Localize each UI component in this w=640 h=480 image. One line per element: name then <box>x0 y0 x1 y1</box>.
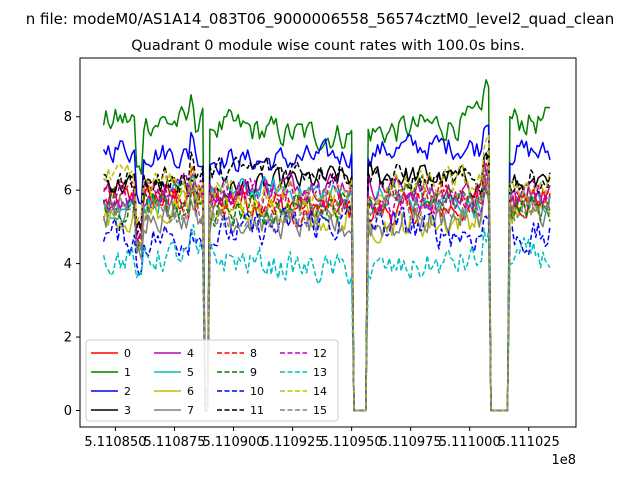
legend-label-0: 0 <box>124 347 131 360</box>
y-axis: 0 2 4 6 8 <box>64 110 80 419</box>
legend-label-1: 1 <box>124 366 131 379</box>
series-line-2 <box>102 124 551 412</box>
chart-suptitle: n file: modeM0/AS1A14_083T06_9000006558_… <box>26 10 615 29</box>
x-offset-label: 1e8 <box>551 453 576 468</box>
legend-box <box>85 339 339 422</box>
legend-label-15: 15 <box>313 404 327 417</box>
y-tick-label: 6 <box>64 184 72 199</box>
x-tick-label: 5.110850 <box>84 435 146 450</box>
plot-frame <box>79 57 577 428</box>
x-tick-label: 5.110900 <box>203 435 265 450</box>
y-tick-label: 4 <box>64 257 72 272</box>
x-tick-label: 5.110975 <box>380 435 442 450</box>
y-tick-label: 8 <box>64 110 72 125</box>
y-tick-label: 2 <box>64 331 72 346</box>
legend-label-2: 2 <box>124 385 131 398</box>
series-line-13 <box>102 223 551 412</box>
series-line-12 <box>102 172 551 412</box>
x-tick-label: 5.111000 <box>439 435 501 450</box>
x-tick-label: 5.111025 <box>498 435 560 450</box>
legend-label-5: 5 <box>187 366 194 379</box>
legend-label-4: 4 <box>187 347 194 360</box>
series-line-14 <box>103 134 551 412</box>
legend-label-12: 12 <box>313 347 327 360</box>
y-tick-label: 0 <box>64 404 72 419</box>
series-line-10 <box>102 206 551 412</box>
legend-label-14: 14 <box>313 385 327 398</box>
series-line-4 <box>102 159 551 412</box>
x-tick-label: 5.110925 <box>262 435 324 450</box>
x-tick-label: 5.110875 <box>143 435 205 450</box>
series-line-15 <box>102 166 551 412</box>
x-axis: 5.1108505.1108755.1109005.1109255.110950… <box>84 427 560 450</box>
chart-title: Quadrant 0 module wise count rates with … <box>131 38 525 54</box>
legend-label-9: 9 <box>250 366 257 379</box>
legend-label-3: 3 <box>124 404 131 417</box>
legend-label-6: 6 <box>187 385 194 398</box>
legend-label-10: 10 <box>250 385 264 398</box>
x-tick-label: 5.110950 <box>321 435 383 450</box>
series-layer <box>102 79 551 412</box>
series-line-6 <box>102 180 551 412</box>
series-line-1 <box>102 79 551 412</box>
legend-label-11: 11 <box>250 404 264 417</box>
legend-label-13: 13 <box>313 366 327 379</box>
legend-label-7: 7 <box>187 404 194 417</box>
legend-label-8: 8 <box>250 347 257 360</box>
